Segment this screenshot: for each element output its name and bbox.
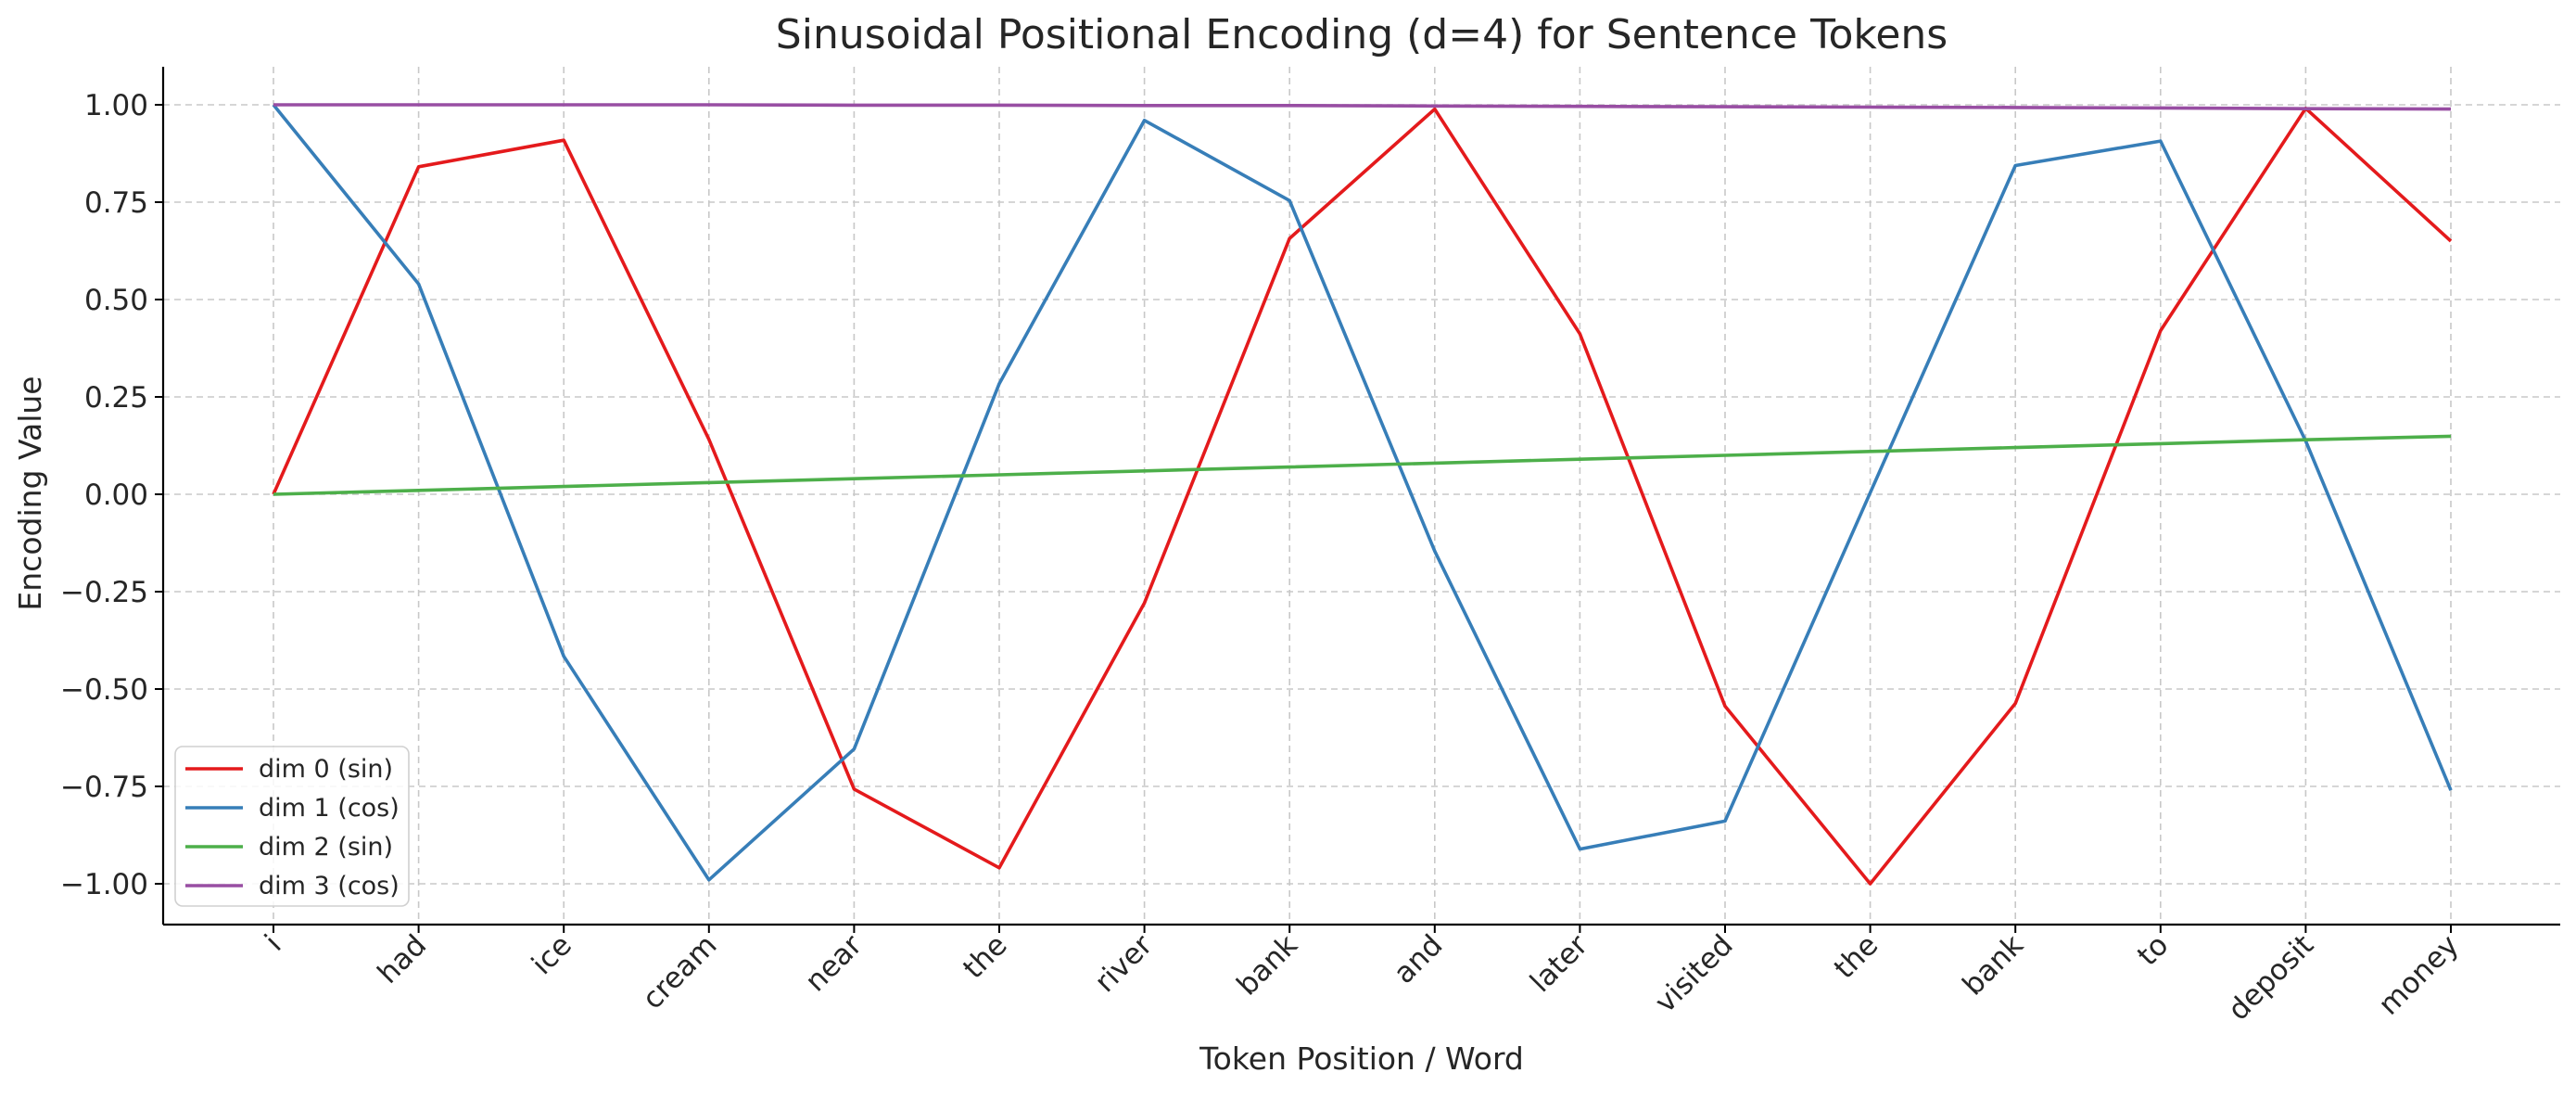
series-line-dim-1 xyxy=(272,103,2453,882)
x-tick-label: deposit xyxy=(2222,928,2320,1027)
y-tick-label: −0.25 xyxy=(60,576,148,609)
y-axis-title: Encoding Value xyxy=(12,376,48,610)
y-tick-label: −1.00 xyxy=(60,868,148,901)
x-tick-label: and xyxy=(1388,928,1450,990)
series-layer xyxy=(272,103,2453,886)
legend-label: dim 0 (sin) xyxy=(259,755,393,784)
chart-title: Sinusoidal Positional Encoding (d=4) for… xyxy=(776,11,1948,58)
series-line-dim-3 xyxy=(273,103,2452,111)
x-tick-label: the xyxy=(1828,928,1884,985)
x-tick-label: money xyxy=(2372,928,2466,1022)
legend-label: dim 2 (sin) xyxy=(259,833,393,862)
legend-label: dim 1 (cos) xyxy=(259,794,400,823)
x-tick-label: the xyxy=(957,928,1013,985)
x-tick-label: bank xyxy=(1956,928,2029,1002)
legend-label: dim 3 (cos) xyxy=(259,872,400,900)
x-tick-label: bank xyxy=(1230,928,1303,1002)
y-tick-label: 0.00 xyxy=(84,479,148,512)
x-axis-title: Token Position / Word xyxy=(1199,1041,1524,1077)
x-tick-label: cream xyxy=(636,928,723,1015)
x-tick-label: later xyxy=(1524,928,1594,999)
x-tick-label: to xyxy=(2131,928,2175,972)
grid-layer xyxy=(163,67,2560,925)
legend: dim 0 (sin) dim 1 (cos) dim 2 (sin) dim 3 (… xyxy=(174,746,410,907)
x-tick-label: ice xyxy=(526,928,578,981)
axes-layer xyxy=(161,67,2560,926)
y-tick-label: −0.75 xyxy=(60,771,148,804)
x-tick-label: had xyxy=(372,928,434,990)
x-tick-label: visited xyxy=(1649,928,1740,1019)
y-tick-label: 0.25 xyxy=(84,381,148,415)
x-tick-label: near xyxy=(799,928,869,998)
x-tick-label: river xyxy=(1088,928,1159,999)
series-line-dim-2 xyxy=(273,434,2452,496)
tick-layer: 1.00 0.75 0.50 0.25 0.00 −0.25 −0.50 −0.75 −1.00… xyxy=(60,89,2466,1027)
legend-box xyxy=(174,746,410,907)
y-tick-label: 1.00 xyxy=(84,89,148,122)
y-tick-label: 0.50 xyxy=(84,284,148,317)
y-tick-label: 0.75 xyxy=(84,186,148,220)
series-line-dim-0 xyxy=(272,107,2453,886)
y-tick-label: −0.50 xyxy=(60,673,148,707)
